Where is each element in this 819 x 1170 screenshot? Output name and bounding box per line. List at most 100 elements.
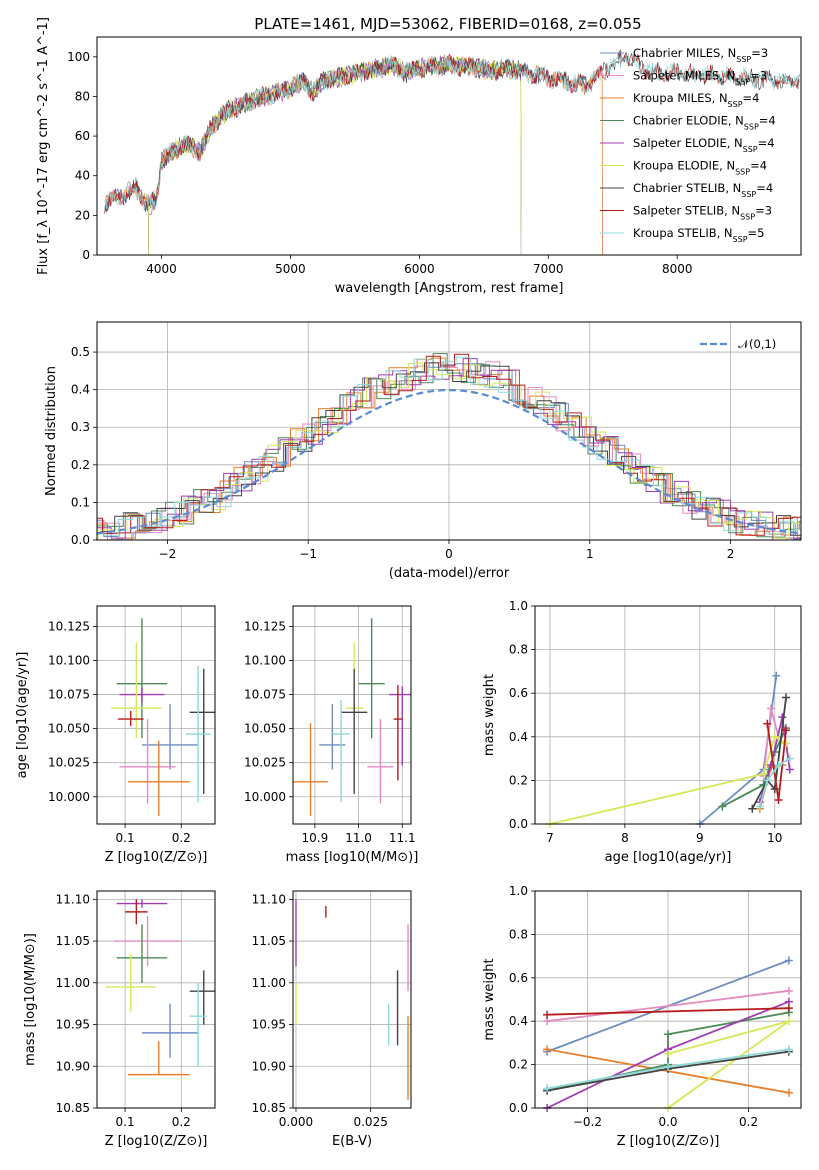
weight-line-0 bbox=[699, 675, 778, 825]
y-tick-label: 0.4 bbox=[71, 383, 90, 397]
y-tick-label: 10.90 bbox=[252, 1059, 286, 1073]
y-tick-label: 0.4 bbox=[509, 1014, 528, 1028]
y-tick-label: 0.6 bbox=[509, 971, 528, 985]
x-tick-label: 2 bbox=[727, 547, 735, 561]
weight-marker-5 bbox=[782, 739, 791, 748]
x-tick-label: 0.2 bbox=[172, 1115, 191, 1129]
weight-marker-5 bbox=[784, 1017, 793, 1026]
y-tick-label: 10.125 bbox=[244, 619, 286, 633]
x-tick-label: 10 bbox=[767, 831, 782, 845]
x-tick-label: 7 bbox=[546, 831, 554, 845]
x-axis-label: Z [log10(Z/Z⊙)] bbox=[105, 1134, 208, 1149]
y-tick-label: 60 bbox=[75, 129, 90, 143]
weight-vs-metallicity-panel: −0.2 0.0 0.2 0.0 0.2 0.4 0.6 0.8 1.0 Z [log10(Z/Z… bbox=[482, 884, 802, 1149]
x-axis-label: age [log10(age/yr)] bbox=[605, 850, 732, 865]
age-vs-mass-panel: 10.9 11.0 11.1 10.000 10.025 10.050 10.075 10.1… bbox=[244, 605, 419, 865]
normal-reference-curve bbox=[96, 388, 802, 535]
histogram-series-7 bbox=[97, 353, 801, 536]
x-tick-label: 0.2 bbox=[739, 1115, 758, 1129]
histogram-series-5 bbox=[97, 362, 801, 539]
spectrum-series-3 bbox=[148, 57, 522, 255]
y-axis-label: age [log10(age/yr)] bbox=[15, 652, 30, 779]
y-tick-label: 10.85 bbox=[252, 1101, 286, 1115]
weight-marker-6 bbox=[748, 804, 757, 813]
weight-line-1 bbox=[546, 989, 790, 1023]
weight-marker-3 bbox=[718, 802, 727, 811]
weight-marker-7 bbox=[782, 726, 791, 735]
weight-marker-8 bbox=[755, 802, 764, 811]
weight-marker-7 bbox=[774, 796, 783, 805]
legend-label: Salpeter ELODIE, NSSP=4 bbox=[633, 136, 775, 154]
histogram-series-8 bbox=[97, 356, 801, 536]
x-axis-label: Z [log10(Z/Z⊙)] bbox=[105, 850, 208, 865]
y-tick-label: 10.95 bbox=[56, 1018, 90, 1032]
residual-histogram-panel: −2 −1 0 1 2 0.0 0.1 0.2 0.3 0.4 0.5 (data-model)/er… bbox=[44, 321, 802, 581]
histogram-series-6 bbox=[97, 362, 801, 536]
histogram-series-4 bbox=[97, 358, 801, 540]
axes-frame bbox=[96, 890, 216, 1109]
age-vs-metallicity-panel: 0.1 0.2 10.000 10.025 10.050 10.075 10.100 10.1… bbox=[15, 605, 216, 865]
y-tick-label: 1.0 bbox=[509, 884, 528, 898]
y-tick-label: 0.1 bbox=[71, 495, 90, 509]
weight-marker-4 bbox=[785, 765, 794, 774]
y-tick-label: 11.10 bbox=[252, 892, 286, 906]
weight-marker-4 bbox=[778, 713, 787, 722]
y-tick-label: 0.4 bbox=[509, 730, 528, 744]
weight-marker-8 bbox=[784, 1045, 793, 1054]
weight-vs-age-panel: 7 8 9 10 0.0 0.2 0.4 0.6 0.8 1.0 age [log10(age/yr… bbox=[482, 599, 802, 865]
x-axis-label: (data-model)/error bbox=[389, 566, 510, 581]
weight-marker-6 bbox=[782, 693, 791, 702]
y-tick-label: 10.050 bbox=[48, 722, 90, 736]
spectrum-panel: 4000 5000 6000 7000 8000 0 20 40 60 80 100 waveleng… bbox=[36, 17, 802, 296]
y-axis-label: Flux [f_λ 10^-17 erg cm^-2 s^-1 A^-1] bbox=[36, 17, 51, 275]
y-tick-label: 10.100 bbox=[244, 654, 286, 668]
weight-marker-3 bbox=[664, 1030, 672, 1039]
y-tick-label: 0.8 bbox=[509, 927, 528, 941]
x-tick-label: 7000 bbox=[533, 262, 564, 276]
x-tick-label: 0 bbox=[445, 547, 453, 561]
x-tick-label: 0.1 bbox=[116, 831, 135, 845]
y-tick-label: 0.0 bbox=[71, 533, 90, 547]
x-tick-label: 6000 bbox=[404, 262, 435, 276]
y-tick-label: 10.85 bbox=[56, 1101, 90, 1115]
y-tick-label: 0 bbox=[82, 248, 90, 262]
x-tick-label: 0.2 bbox=[172, 831, 191, 845]
axes-frame bbox=[534, 890, 802, 1109]
legend-label: Chabrier ELODIE, NSSP=4 bbox=[633, 114, 776, 132]
weight-marker-8 bbox=[763, 776, 772, 785]
y-axis-label: Normed distribution bbox=[44, 366, 59, 496]
x-axis-label: mass [log10(M/M⊙)] bbox=[286, 850, 419, 865]
legend-label: 𝒩(0,1) bbox=[738, 337, 776, 351]
y-tick-label: 0.8 bbox=[509, 643, 528, 657]
axes-frame bbox=[292, 605, 412, 825]
y-tick-label: 0.0 bbox=[509, 1101, 528, 1115]
weight-marker-8 bbox=[785, 754, 794, 763]
weight-marker-8 bbox=[543, 1084, 552, 1093]
legend-label: Chabrier MILES, NSSP=3 bbox=[633, 46, 768, 64]
y-tick-label: 10.050 bbox=[244, 722, 286, 736]
axes-frame bbox=[96, 36, 802, 256]
y-tick-label: 10.100 bbox=[48, 654, 90, 668]
x-tick-label: 0.1 bbox=[116, 1115, 135, 1129]
x-tick-label: −1 bbox=[299, 547, 317, 561]
legend-label: Chabrier STELIB, NSSP=4 bbox=[633, 181, 773, 199]
y-tick-label: 1.0 bbox=[509, 599, 528, 613]
legend-label: Kroupa ELODIE, NSSP=4 bbox=[633, 159, 767, 177]
weight-marker-5 bbox=[759, 769, 768, 778]
weight-marker-7 bbox=[543, 1010, 552, 1019]
y-tick-label: 0.6 bbox=[509, 686, 528, 700]
weight-marker-8 bbox=[774, 761, 783, 770]
histogram-series-1 bbox=[97, 361, 801, 539]
legend-label: Salpeter MILES, NSSP=3 bbox=[633, 69, 767, 87]
spectrum-series-8 bbox=[104, 53, 800, 210]
weight-line-7 bbox=[547, 1007, 789, 1016]
y-tick-label: 11.05 bbox=[56, 934, 90, 948]
x-tick-label: 0.025 bbox=[353, 1115, 387, 1129]
y-tick-label: 40 bbox=[75, 169, 90, 183]
y-tick-label: 10.075 bbox=[244, 688, 286, 702]
y-tick-label: 80 bbox=[75, 89, 90, 103]
y-tick-label: 10.000 bbox=[48, 790, 90, 804]
y-tick-label: 10.125 bbox=[48, 619, 90, 633]
x-tick-label: 11.0 bbox=[345, 831, 372, 845]
